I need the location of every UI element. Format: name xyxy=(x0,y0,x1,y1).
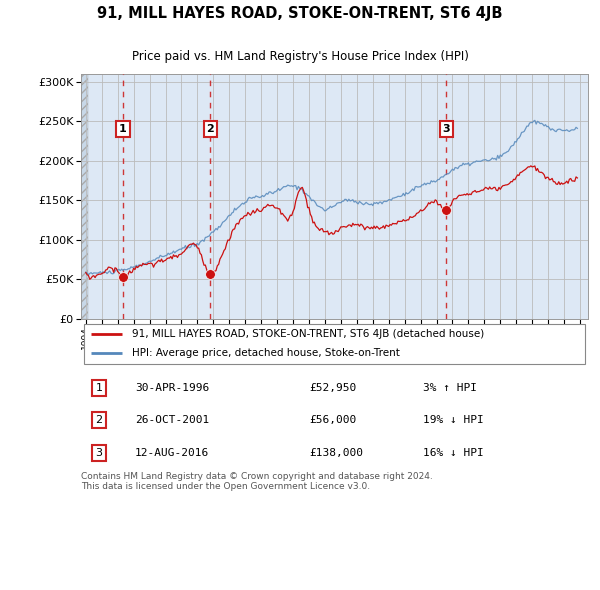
Text: 16% ↓ HPI: 16% ↓ HPI xyxy=(423,448,484,458)
Text: 91, MILL HAYES ROAD, STOKE-ON-TRENT, ST6 4JB (detached house): 91, MILL HAYES ROAD, STOKE-ON-TRENT, ST6… xyxy=(132,329,484,339)
Text: £56,000: £56,000 xyxy=(309,415,356,425)
Text: HPI: Average price, detached house, Stoke-on-Trent: HPI: Average price, detached house, Stok… xyxy=(132,349,400,358)
Text: 12-AUG-2016: 12-AUG-2016 xyxy=(135,448,209,458)
Text: 3: 3 xyxy=(443,124,450,134)
Text: 1: 1 xyxy=(95,383,103,393)
Text: Price paid vs. HM Land Registry's House Price Index (HPI): Price paid vs. HM Land Registry's House … xyxy=(131,50,469,63)
Text: 3: 3 xyxy=(95,448,103,458)
Text: 3% ↑ HPI: 3% ↑ HPI xyxy=(423,383,477,393)
Text: Contains HM Land Registry data © Crown copyright and database right 2024.
This d: Contains HM Land Registry data © Crown c… xyxy=(81,472,433,491)
Text: 26-OCT-2001: 26-OCT-2001 xyxy=(135,415,209,425)
Text: 91, MILL HAYES ROAD, STOKE-ON-TRENT, ST6 4JB: 91, MILL HAYES ROAD, STOKE-ON-TRENT, ST6… xyxy=(97,6,503,21)
Text: 19% ↓ HPI: 19% ↓ HPI xyxy=(423,415,484,425)
Text: 30-APR-1996: 30-APR-1996 xyxy=(135,383,209,393)
Text: 1: 1 xyxy=(119,124,127,134)
Text: 2: 2 xyxy=(95,415,103,425)
Text: 2: 2 xyxy=(206,124,214,134)
FancyBboxPatch shape xyxy=(83,324,586,363)
Text: £138,000: £138,000 xyxy=(309,448,363,458)
Text: £52,950: £52,950 xyxy=(309,383,356,393)
